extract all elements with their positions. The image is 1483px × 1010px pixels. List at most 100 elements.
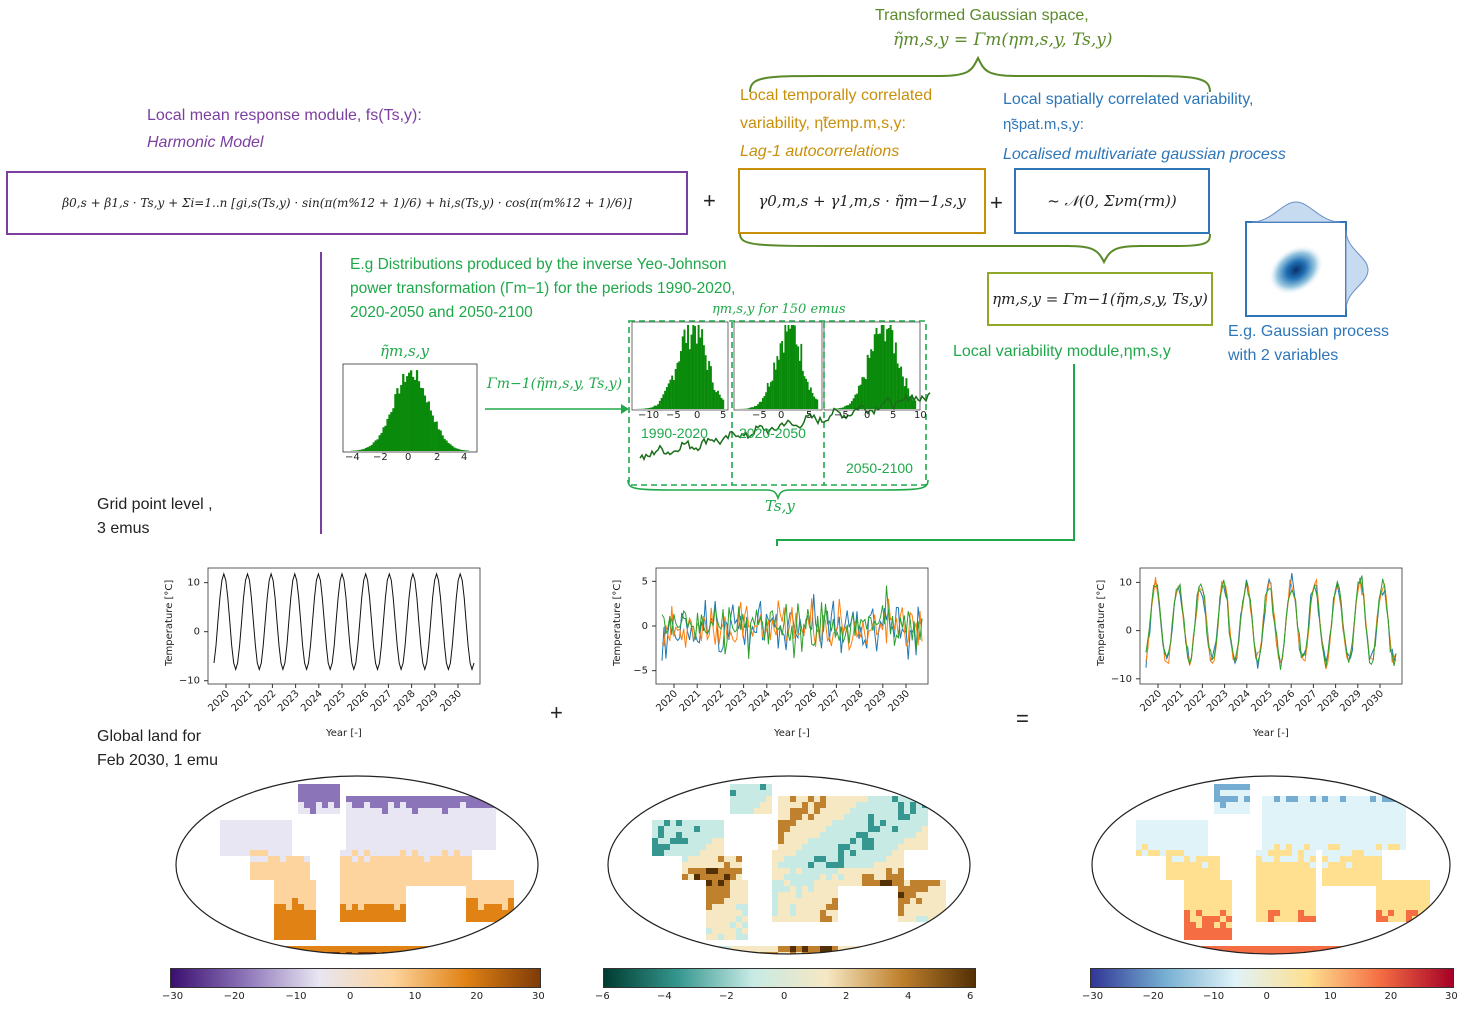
land-cell [682,820,688,826]
land-cell [898,916,904,922]
land-cell [490,898,496,904]
land-cell [796,802,802,808]
land-cell [268,838,274,844]
land-cell [796,910,802,916]
land-cell [1148,826,1154,832]
y-tick-label: 5 [642,576,648,587]
land-cell [916,910,922,916]
land-cell [838,826,844,832]
land-cell [1172,826,1178,832]
land-cell [1226,784,1232,790]
land-cell [1226,802,1232,808]
land-cell [1178,844,1184,850]
land-cell [712,820,718,826]
land-cell [1238,784,1244,790]
land-cell [448,874,454,880]
land-cell [1364,838,1370,844]
land-cell [274,934,280,940]
land-cell [1376,802,1382,808]
histogram-bar [778,359,780,409]
land-cell [1268,802,1274,808]
land-cell [820,892,826,898]
land-cell [814,874,820,880]
land-cell [1244,802,1250,808]
land-cell [1274,862,1280,868]
land-cell [772,856,778,862]
land-cell [784,916,790,922]
land-cell [790,898,796,904]
land-cell [280,898,286,904]
land-cell [1376,904,1382,910]
land-cell [844,850,850,856]
land-cell [658,820,664,826]
land-cell [1376,946,1382,952]
land-cell [274,838,280,844]
land-cell [370,850,376,856]
land-cell [940,904,946,910]
land-cell [322,796,328,802]
land-cell [718,892,724,898]
land-cell [886,826,892,832]
tick-label: −10 [638,410,659,421]
land-cell [724,898,730,904]
land-cell [1364,814,1370,820]
land-cell [238,820,244,826]
land-cell [844,856,850,862]
land-cell [718,862,724,868]
land-cell [1208,862,1214,868]
transform-arrow-label: Γm−1(η̃m,s,y, Ts,y) [487,376,623,392]
land-cell [874,814,880,820]
land-cell [832,838,838,844]
land-cell [1388,832,1394,838]
land-cell [466,802,472,808]
land-cell [1190,892,1196,898]
land-cell [412,862,418,868]
land-cell [802,886,808,892]
land-cell [1424,880,1430,886]
land-cell [778,820,784,826]
land-cell [1358,850,1364,856]
land-cell [364,826,370,832]
land-cell [424,796,430,802]
histogram-bar [797,346,799,409]
land-cell [382,892,388,898]
land-cell [322,808,328,814]
land-cell [430,832,436,838]
land-cell [856,820,862,826]
land-cell [364,820,370,826]
land-cell [364,910,370,916]
land-cell [814,910,820,916]
land-cell [298,952,304,954]
histogram-bar [861,377,864,409]
land-cell [1382,814,1388,820]
histogram-bar [882,325,885,409]
land-cell [940,880,946,886]
land-cell [700,820,706,826]
land-cell [814,916,820,922]
land-cell [832,868,838,874]
land-cell [1358,952,1364,954]
land-cell [1292,856,1298,862]
land-cell [826,850,832,856]
land-cell [1310,892,1316,898]
land-cell [1340,850,1346,856]
land-cell [442,874,448,880]
land-cell [304,886,310,892]
land-cell [1280,904,1286,910]
land-cell [1412,880,1418,886]
x-tick-label: 2027 [369,688,395,714]
land-cell [478,886,484,892]
land-cell [370,910,376,916]
land-cell [784,856,790,862]
land-cell [1286,904,1292,910]
land-cell [1358,832,1364,838]
histogram-bar [374,440,377,451]
land-cell [1292,898,1298,904]
land-cell [1286,844,1292,850]
land-cell [442,856,448,862]
land-cell [280,928,286,934]
x-tick-label: 2027 [1294,688,1320,714]
colorbar-tick: 30 [1445,991,1458,1002]
land-cell [706,880,712,886]
histogram-bar [789,328,791,409]
